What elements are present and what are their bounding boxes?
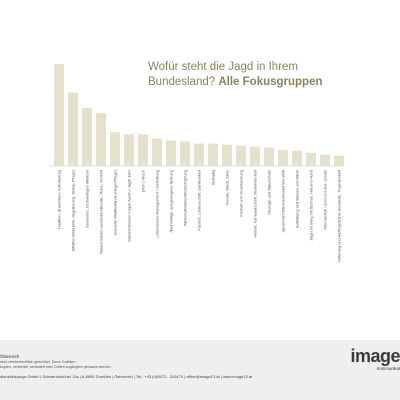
bar <box>334 155 344 166</box>
x-tick-label: Nachhaltige, ausgewogene Nutzung <box>169 170 174 233</box>
x-axis-labels: Tradition, Brauchtum, Kulturbetrag Wildti… <box>57 169 342 262</box>
x-tick-label: Freiheit und Verantwortung <box>239 170 244 217</box>
bar <box>278 149 288 166</box>
bar <box>236 145 246 166</box>
bar <box>110 132 120 166</box>
x-tick-label: Wildtier-Wald (inkl. Regulierung, Biotop… <box>71 169 76 251</box>
bars <box>54 64 344 166</box>
footer: Österreich sind urheberrechtlich geschüt… <box>0 340 400 400</box>
x-tick-label: Naturerlebnis/ verbunden/Bevölk., Ruhe, … <box>99 169 104 254</box>
bar <box>292 150 302 166</box>
bar <box>68 92 78 166</box>
bar <box>306 152 316 166</box>
x-tick-label: Fütterung und Auffinge/Echte Bestände, T… <box>337 169 342 262</box>
x-tick-label: Gesunde Wildbestände (Hege/Pflege) <box>113 169 118 235</box>
x-tick-label: Freude, Glück, Stolz <box>225 170 230 205</box>
x-tick-label: Tradition, Brauchtum, Kulturbetrag <box>57 170 62 229</box>
x-tick-label: Passion, Leidenschaft, Dankbarkeit <box>197 169 202 231</box>
x-tick-label: Gesundes, hochwertiges Wildbret <box>85 169 90 228</box>
title-line-2-bold: Alle Fokusgruppen <box>218 76 323 88</box>
x-tick-label: Artenvielfalt / erschont und -schutz <box>323 170 328 230</box>
x-tick-label: Sprachrohr/Stimme/Anwalt fürs Wild <box>281 170 286 232</box>
x-tick-label: Ökologie und Naturschutz <box>267 170 272 215</box>
x-tick-label: Heimat, Kameradschaft, Verbundenheit <box>253 169 258 238</box>
bar <box>82 107 92 166</box>
bar <box>166 140 176 166</box>
bar <box>96 112 106 166</box>
bar <box>222 144 232 166</box>
bar <box>264 147 274 166</box>
bar <box>320 154 330 166</box>
footer-line-3: kopiert, verbreitet, verändert oder Drit… <box>0 365 112 369</box>
bar <box>138 134 148 166</box>
footer-line-1: Österreich <box>0 354 20 359</box>
brand-tagline: Kommunikat <box>376 366 400 371</box>
chart-title: Wofür steht die Jagd in Ihrem Bundesland… <box>148 60 348 90</box>
x-tick-label: (Rot-) Hirsch <box>141 170 146 192</box>
bar-chart: Tradition, Brauchtum, Kulturbetrag Wildti… <box>50 64 345 263</box>
footer-contact-line: dienstleistungs GmbH | Schwendebühel 13a… <box>0 374 253 379</box>
bar <box>194 143 204 166</box>
x-tick-label: Gams/Gämsen/ Kogel/ Auerh./ Jagd/ Jahr <box>127 169 132 242</box>
title-line-2-prefix: Bundesland? <box>148 76 216 88</box>
bar <box>152 138 162 166</box>
x-tick-label: Aufklärung und Wissen vermitteln <box>295 170 300 228</box>
footer-line-2: sind urheberrechtlich geschützt. Diese G… <box>0 360 76 364</box>
x-tick-label: Wirtschaftsfaktor/Wertschöpfung <box>183 170 188 226</box>
bar <box>180 141 190 166</box>
bar <box>250 146 260 166</box>
bar <box>208 143 218 166</box>
title-line-1: Wofür steht die Jagd in Ihrem <box>148 61 298 73</box>
bar <box>54 64 64 166</box>
x-tick-label: Beihaltiq <box>211 170 216 185</box>
bar <box>124 134 134 166</box>
x-tick-label: Jäger im Berg mit Büchse, Hut und Hund <box>309 170 314 241</box>
brand-logo: image <box>350 346 400 366</box>
x-tick-label: Lebensraum-Management / Gestaltung <box>155 170 160 238</box>
